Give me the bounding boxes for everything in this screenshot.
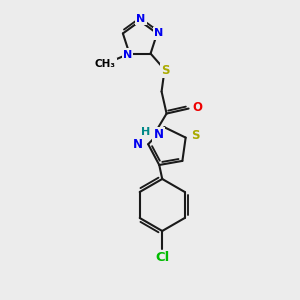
Text: N: N [123, 50, 132, 60]
Text: Cl: Cl [155, 251, 169, 265]
Text: S: S [191, 129, 200, 142]
Text: N: N [154, 28, 164, 38]
Text: O: O [193, 101, 202, 114]
Text: N: N [133, 138, 143, 151]
Text: N: N [154, 128, 164, 141]
Text: H: H [141, 127, 150, 136]
Text: N: N [136, 14, 146, 24]
Text: CH₃: CH₃ [95, 58, 116, 69]
Text: S: S [161, 64, 170, 77]
